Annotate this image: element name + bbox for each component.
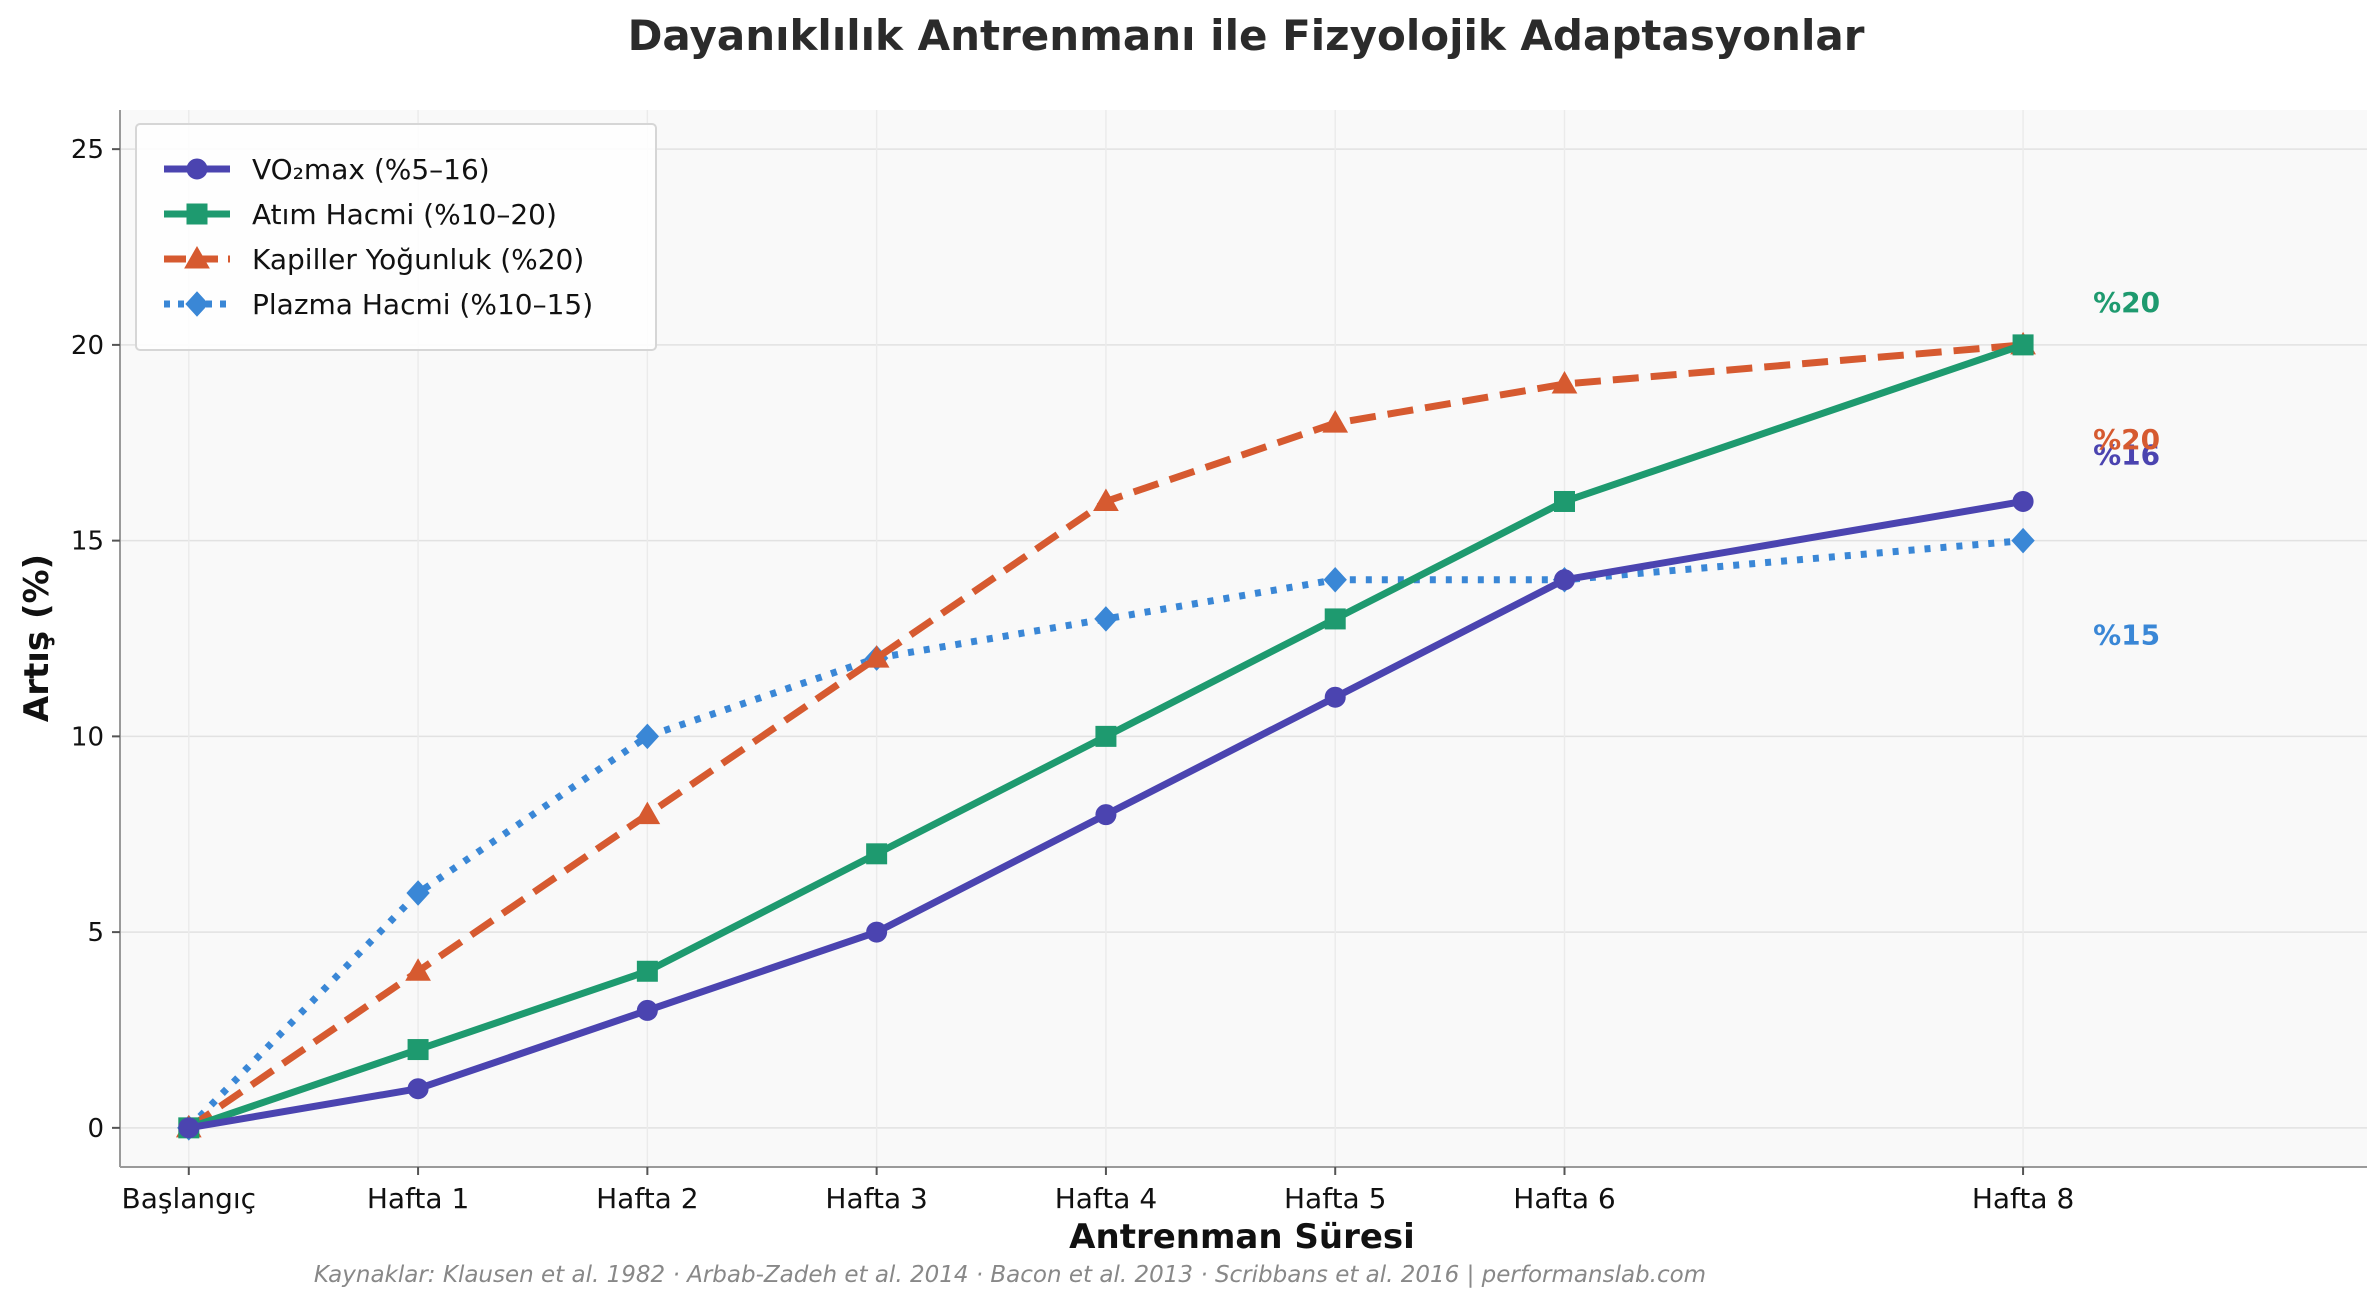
y-tick-label: 20 [71,331,104,361]
legend-label: Kapiller Yoğunluk (%20) [252,243,584,276]
y-tick-label: 5 [87,918,104,948]
data-point [1095,725,1117,747]
data-point [863,645,890,668]
data-point [866,843,888,865]
data-point [1093,488,1119,511]
x-tick-label: Hafta 8 [1972,1182,2074,1215]
x-tick-label: Hafta 1 [367,1182,469,1215]
legend-label: VO₂max (%5–16) [252,153,490,186]
data-point [405,958,431,981]
series-end-label: %20 [2093,286,2160,319]
chart-title: Dayanıklılık Antrenmanı ile Fizyolojik A… [628,11,1865,60]
x-axis-label: Antrenman Süresi [1069,1217,1415,1257]
legend-marker [186,158,208,180]
data-point [1324,686,1346,708]
legend: VO₂max (%5–16) Atım Hacmi (%10–20) Kapille… [135,123,657,351]
data-point [1095,804,1117,826]
x-tick-label: Hafta 6 [1513,1182,1615,1215]
y-axis-label: Artış (%) [17,554,57,722]
data-point [1323,567,1347,593]
legend-marker [185,291,209,317]
data-point [1094,606,1118,632]
data-point [2012,334,2034,356]
data-point [407,1078,429,1100]
series-line [186,537,2024,1131]
data-point [1554,569,1575,591]
series-line [188,498,2024,1132]
data-point [178,1117,200,1139]
y-tick-label: 25 [71,135,104,165]
series-line [186,341,2024,1131]
legend-label: Atım Hacmi (%10–20) [252,198,557,231]
legend-box [135,123,657,351]
x-tick-label: Hafta 3 [825,1182,927,1215]
data-point [636,960,658,982]
legend-label: Plazma Hacmi (%10–15) [252,288,593,321]
x-tick-label: Hafta 4 [1055,1182,1157,1215]
series-end-label: %16 [2093,439,2160,472]
legend-marker [184,245,210,269]
source-note: Kaynaklar: Klausen et al. 1982 · Arbab-Z… [314,1262,1706,1288]
data-point [2011,527,2035,554]
y-tick-label: 15 [71,527,104,557]
x-tick-label: Başlangıç [121,1182,256,1215]
x-tick-label: Hafta 2 [596,1182,698,1215]
data-point [634,801,661,825]
y-tick-label: 10 [71,722,104,752]
series-end-label: %15 [2093,619,2160,652]
data-point [407,1039,429,1061]
series-line [187,341,2025,1132]
data-point [636,999,658,1021]
legend-marker [186,203,208,225]
y-tick-label: 0 [87,1114,104,1144]
data-point [2012,490,2034,512]
data-point [635,723,660,750]
data-point [866,921,888,943]
data-point [406,880,430,906]
data-point [1554,490,1575,512]
x-tick-label: Hafta 5 [1284,1182,1386,1215]
data-point [1322,410,1349,433]
data-point [1551,371,1578,394]
series-end-label: %20 [2093,423,2160,456]
data-point [1324,608,1346,630]
